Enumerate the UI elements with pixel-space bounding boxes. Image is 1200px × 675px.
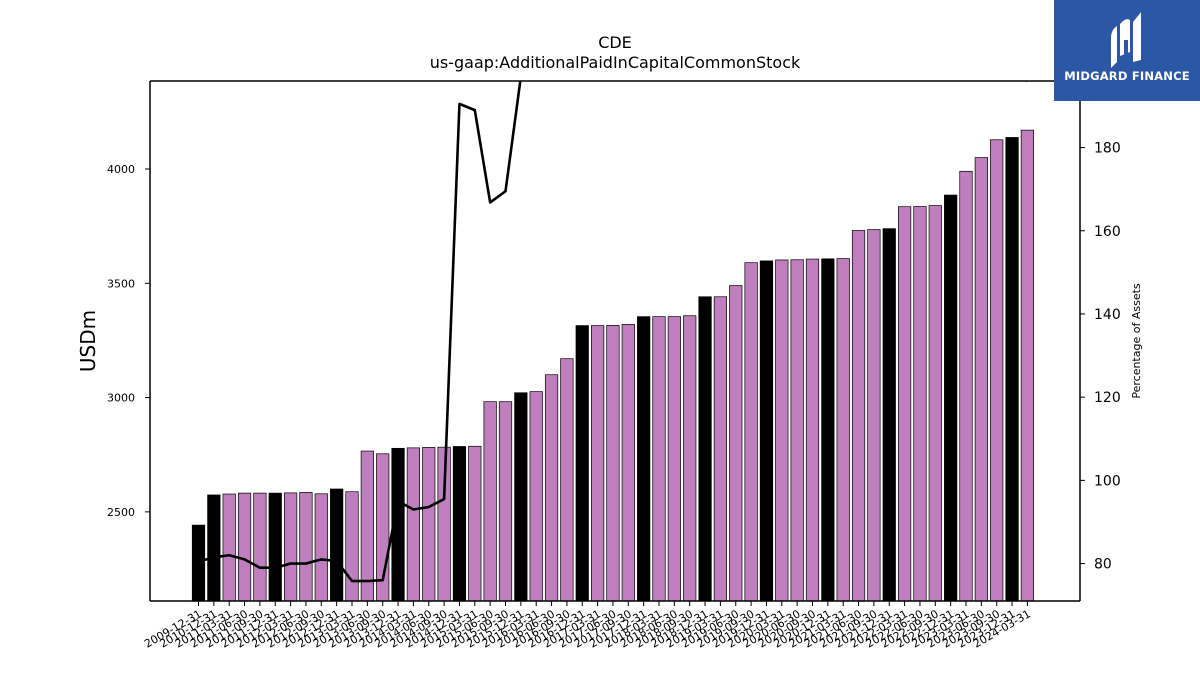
bar xyxy=(498,401,513,602)
bar xyxy=(790,259,804,602)
bar xyxy=(514,392,528,602)
chart-title: CDE xyxy=(598,33,632,52)
bar xyxy=(422,447,436,602)
bar xyxy=(575,325,589,602)
bar xyxy=(1005,137,1019,602)
bar xyxy=(744,262,758,602)
bar xyxy=(268,492,282,602)
brand-logo: MIDGARD FINANCE xyxy=(1054,0,1200,101)
bar xyxy=(959,170,973,602)
bar xyxy=(667,316,681,602)
y-tick-label: 3500 xyxy=(107,277,135,290)
bar xyxy=(729,285,743,602)
bar xyxy=(483,401,497,602)
y-tick-labels: 2500 3000 3500 4000 xyxy=(107,163,135,519)
bar xyxy=(882,228,896,602)
y2-tick-label: 180 xyxy=(1094,141,1121,157)
bar xyxy=(237,492,252,602)
chart-subtitle: us-gaap:AdditionalPaidInCapitalCommonSto… xyxy=(430,53,801,72)
y2-tick-label: 140 xyxy=(1094,307,1121,323)
bar xyxy=(974,157,988,602)
y2-axis-label: Percentage of Assets xyxy=(1130,283,1143,399)
bar xyxy=(222,493,236,602)
bar xyxy=(637,316,651,602)
bar xyxy=(452,446,467,602)
bar xyxy=(330,488,344,602)
bar xyxy=(529,391,543,602)
midgard-logo-icon xyxy=(1111,12,1141,68)
y-axis-label: USDm xyxy=(76,310,100,372)
bar xyxy=(652,316,666,602)
bar xyxy=(713,296,728,602)
bar xyxy=(606,324,620,602)
bar xyxy=(284,492,298,602)
bar xyxy=(406,447,420,602)
bar xyxy=(314,493,328,602)
bar xyxy=(207,494,221,602)
bar xyxy=(851,230,866,602)
bar xyxy=(191,524,206,602)
bar xyxy=(345,491,359,602)
bar xyxy=(544,374,559,602)
bar xyxy=(805,258,820,602)
bar xyxy=(590,325,605,602)
bar xyxy=(990,139,1004,602)
bar xyxy=(928,205,942,602)
y2-tick-label: 160 xyxy=(1094,224,1121,240)
y-tick-label: 4000 xyxy=(107,163,135,176)
bar xyxy=(621,324,635,602)
bar xyxy=(360,450,374,602)
bar xyxy=(560,358,574,602)
bar xyxy=(683,315,697,602)
line-series xyxy=(198,81,1028,583)
y2-tick-labels: 80 100 120 140 160 180 xyxy=(1094,141,1121,573)
y2-tick-label: 120 xyxy=(1094,390,1121,406)
bar xyxy=(1020,129,1035,602)
bar xyxy=(821,258,835,602)
bar xyxy=(253,492,267,602)
axes xyxy=(145,80,1085,606)
bar xyxy=(759,260,774,602)
bar xyxy=(867,229,881,602)
bar xyxy=(913,206,927,602)
y2-tick-label: 80 xyxy=(1094,557,1112,573)
bar xyxy=(944,194,958,602)
percentage-line xyxy=(198,81,1028,583)
y-tick-label: 2500 xyxy=(107,506,135,519)
bar xyxy=(299,492,313,602)
bar xyxy=(836,258,850,602)
x-tick-labels: 2009-12-312010-12-312011-03-312011-06-30… xyxy=(142,607,1033,650)
bar xyxy=(698,296,712,602)
brand-name: MIDGARD FINANCE xyxy=(1064,69,1190,83)
bar-series xyxy=(191,129,1035,602)
y2-tick-label: 100 xyxy=(1094,473,1121,489)
y-tick-label: 3000 xyxy=(107,392,135,405)
bar xyxy=(775,259,789,602)
bar xyxy=(897,206,912,602)
bar xyxy=(468,445,482,602)
